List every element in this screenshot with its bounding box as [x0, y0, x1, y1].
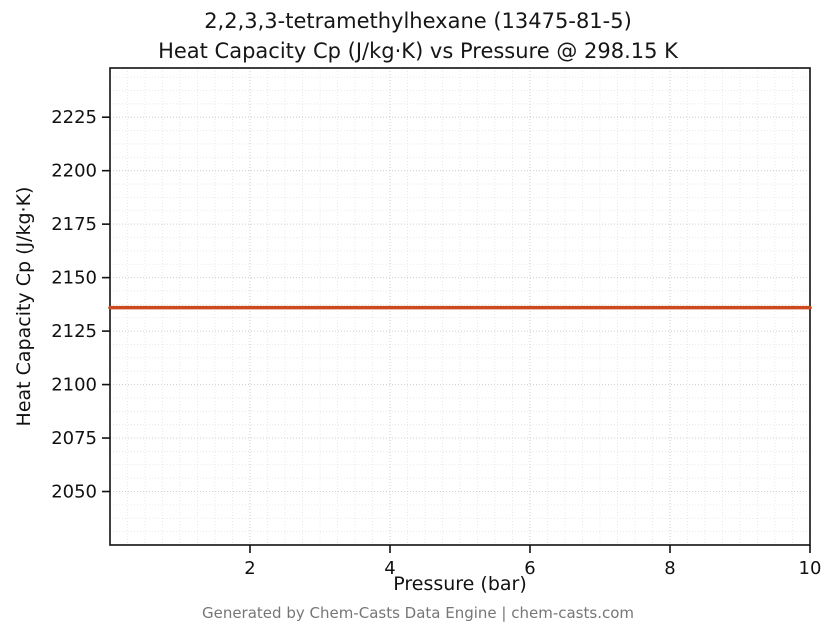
- y-tick-label: 2150: [51, 268, 97, 289]
- y-tick-label: 2100: [51, 375, 97, 396]
- y-tick-label: 2050: [51, 482, 97, 503]
- x-tick-label: 2: [244, 558, 255, 579]
- footer-credit: Generated by Chem-Casts Data Engine | ch…: [201, 604, 635, 622]
- x-tick-label: 4: [384, 558, 395, 579]
- x-tick-label: 10: [799, 558, 822, 579]
- y-tick-label: 2075: [51, 428, 97, 449]
- y-axis-label: Heat Capacity Cp (J/kg·K): [13, 187, 35, 427]
- y-tick-label: 2125: [51, 321, 97, 342]
- x-axis-label: Pressure (bar): [393, 573, 527, 595]
- chart-title: 2,2,3,3-tetramethylhexane (13475-81-5) H…: [0, 6, 836, 66]
- y-tick-label: 2175: [51, 214, 97, 235]
- x-tick-label: 8: [664, 558, 675, 579]
- chart-title-line2: Heat Capacity Cp (J/kg·K) vs Pressure @ …: [158, 39, 678, 63]
- chart-title-line1: 2,2,3,3-tetramethylhexane (13475-81-5): [204, 9, 632, 33]
- y-tick-label: 2200: [51, 161, 97, 182]
- axes: 2 4 6 8 10 2050 2075 2100 2125 2150 2175 2200 2225 Pr…: [13, 67, 822, 595]
- x-tick-label: 6: [524, 558, 535, 579]
- y-tick-label: 2225: [51, 107, 97, 128]
